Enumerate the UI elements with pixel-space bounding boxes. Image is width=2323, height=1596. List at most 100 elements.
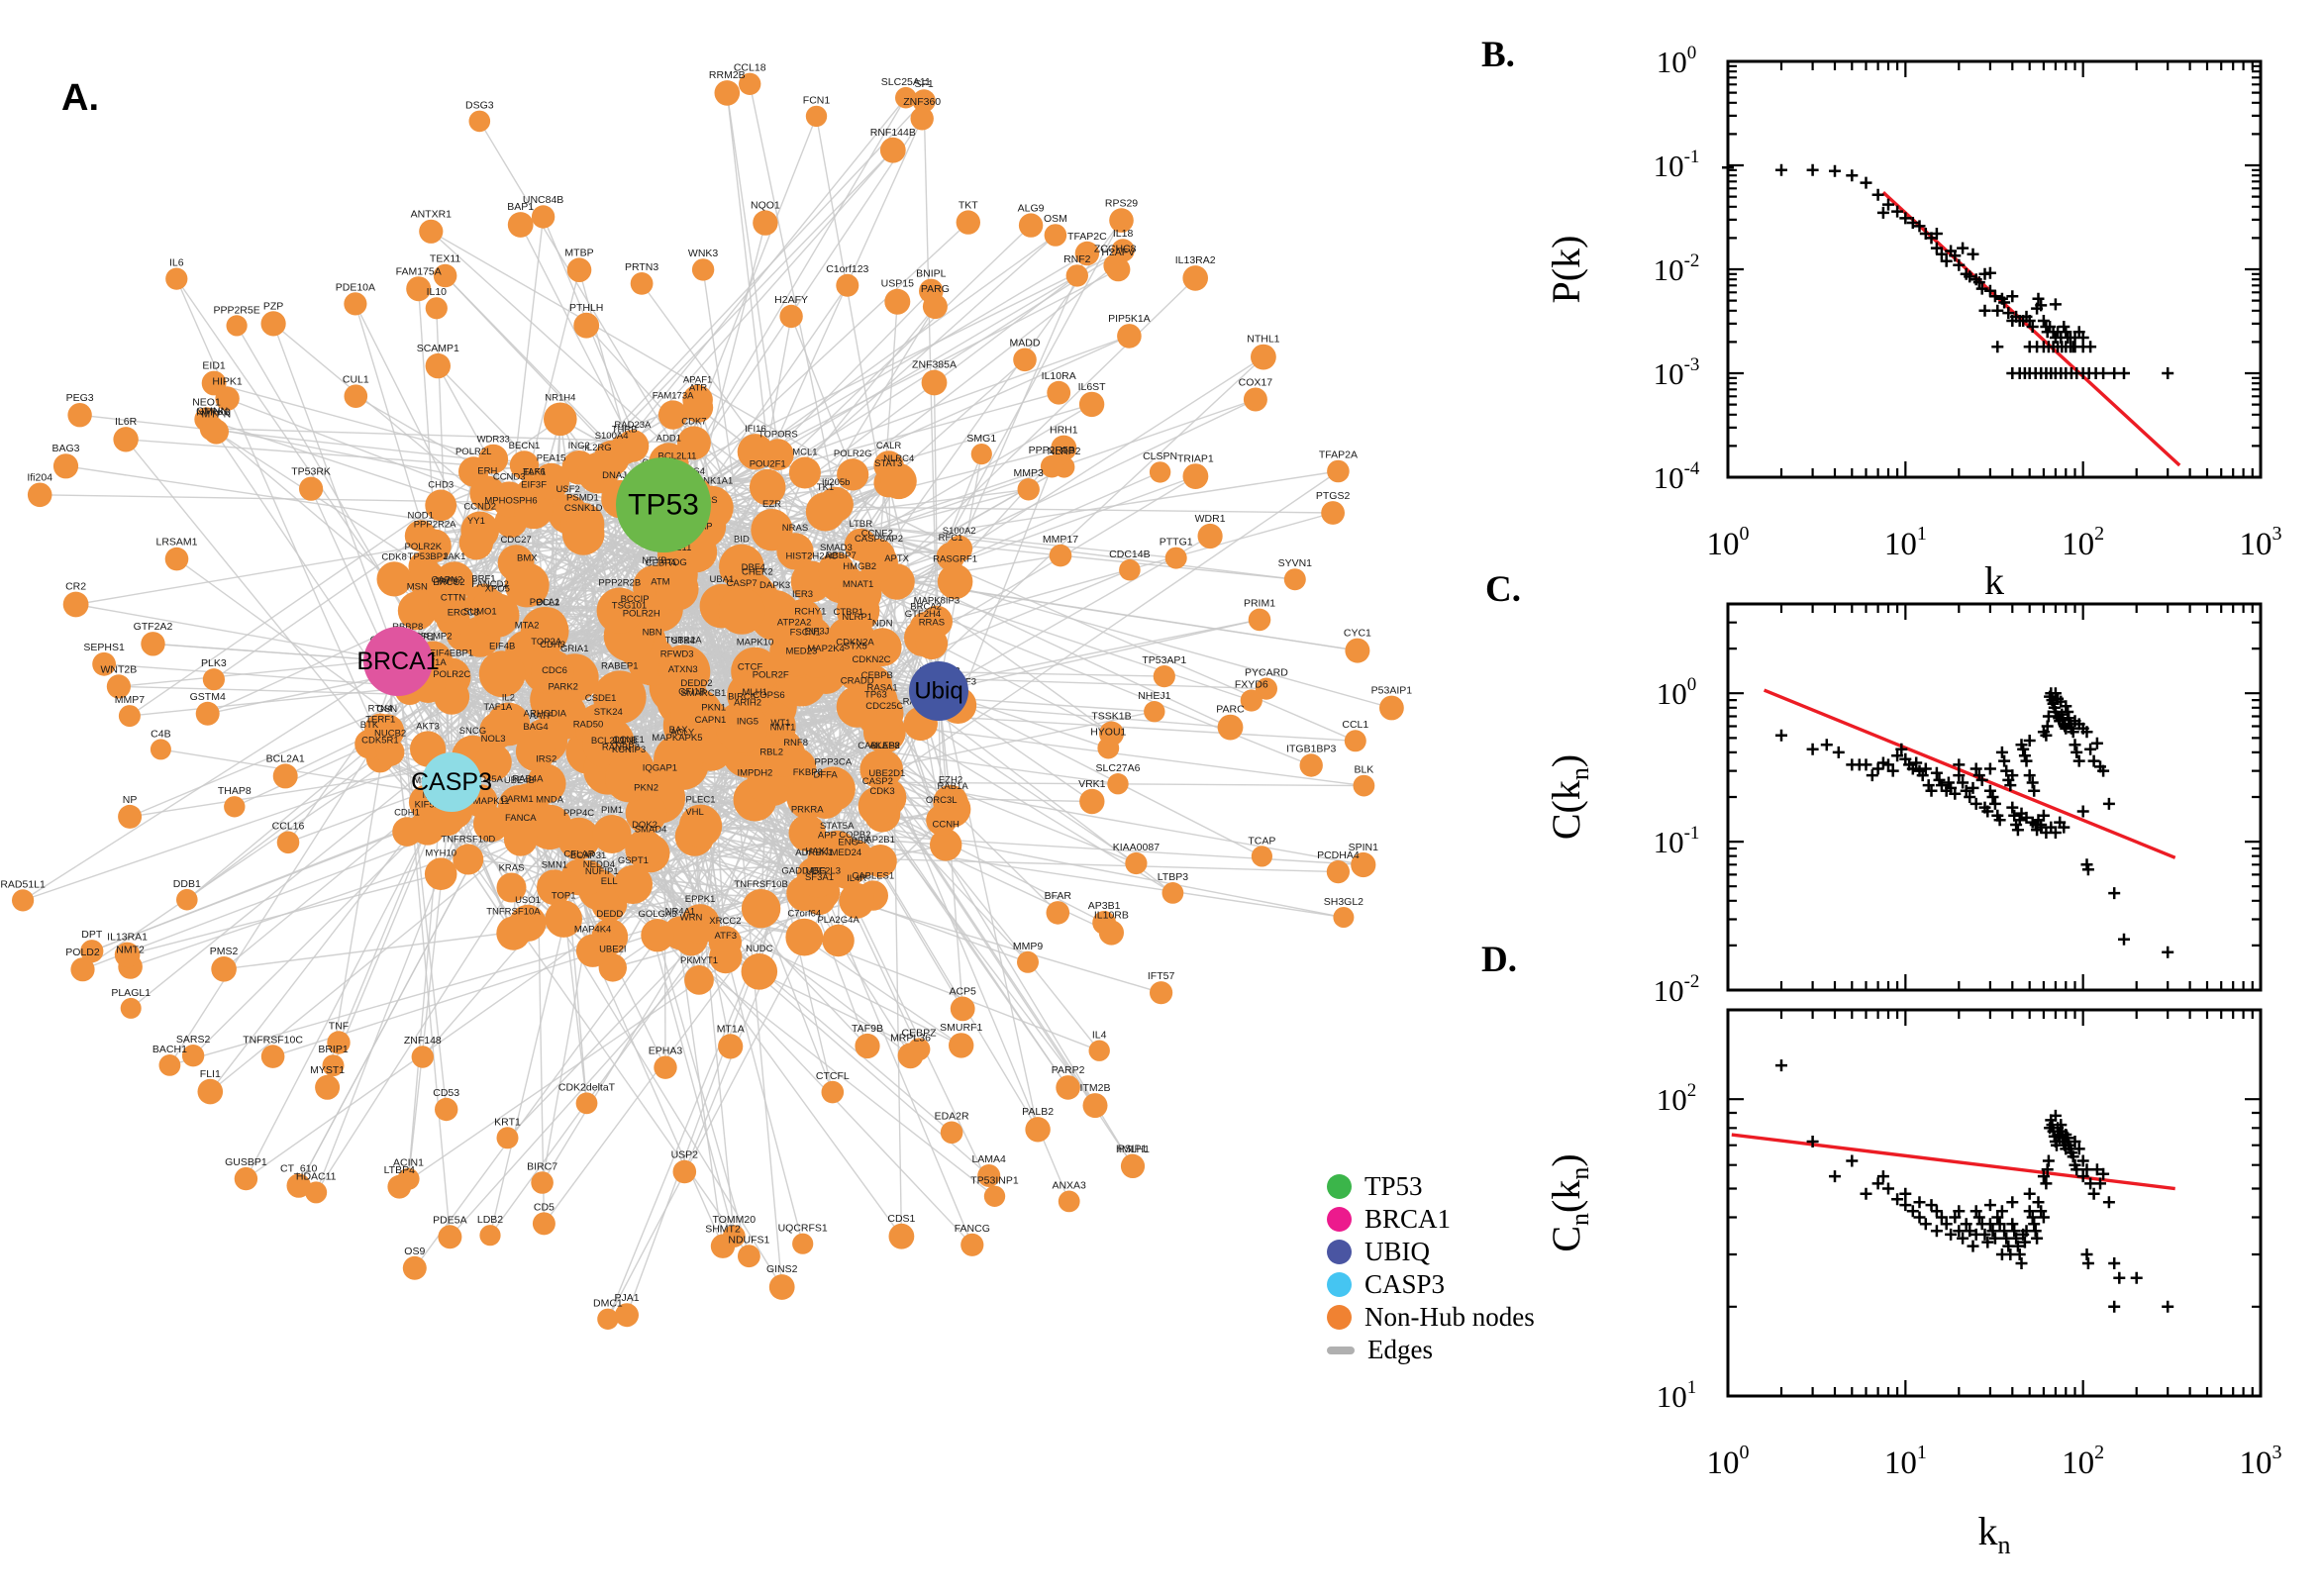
network-node-label: TP63 [864,689,887,700]
network-node [1153,665,1175,688]
network-node-label: PLAGL1 [111,987,151,999]
network-node-label: MYST1 [310,1064,345,1076]
network-node-label: LDB2 [477,1214,503,1226]
network-node-label: TAF9B [852,1023,883,1035]
network-node [718,587,765,635]
network-node-label: RAD51L1 [0,878,46,890]
network-node-label: DEDD2 [680,678,712,689]
network-node-label: PIP5K1A [1108,313,1151,325]
network-node-label: NOD1 [407,510,433,521]
network-node-label: PKN2 [634,782,658,793]
network-node-label: ACP5 [949,986,976,998]
network-node [486,702,531,747]
network-node-label: MSN [407,581,428,592]
network-node [1217,714,1244,741]
network-node-label: GOLGA3 [638,909,676,920]
network-node [657,646,709,696]
network-node [930,829,962,861]
network-node-label: TP53AP1 [1142,654,1186,666]
network-node-label: LAMA4 [971,1153,1006,1165]
network-node-label: CUL1 [343,373,369,385]
network-node-label: SARS2 [176,1034,211,1046]
legend-item-ubiq: UBIQ [1327,1236,1535,1268]
network-node-label: CFLAR [563,849,594,860]
network-node-label: POLR2G [834,449,872,459]
network-node-label: RAB4A [512,773,544,784]
network-node [475,593,520,638]
network-node-label: IL6 [169,257,184,269]
network-node-label: CABLES2 [858,741,900,751]
network-node [376,561,412,597]
network-node-label: XPO5 [485,583,510,594]
network-node-label: ZNF148 [404,1035,442,1047]
legend-item-label: CASP3 [1364,1269,1446,1299]
network-node-label: PYCARD [1245,667,1288,679]
network-edge [938,690,1262,857]
network-node-label: SLC25A11 [881,76,931,88]
network-node-label: BECN1 [509,441,541,451]
network-node-label: STX5 [844,641,867,651]
network-node [1046,901,1070,925]
hub-node-ubiq [909,661,968,721]
network-node [1040,454,1063,478]
network-node-label: USP2 [671,1149,699,1161]
network-node [880,462,917,500]
network-node-label: UBE2L3 [806,866,841,877]
network-node-label: TERF1 [365,715,395,726]
network-node [118,705,141,728]
node-swatch-icon [1327,1240,1352,1264]
x-tick-label: 102 [2062,1442,2104,1481]
network-node [1058,1190,1080,1213]
network-edge [816,512,1334,658]
network-node [1149,461,1171,483]
network-node-label: NR1H4 [545,393,575,404]
network-node [181,1045,205,1067]
network-node-label: HIPK1 [212,375,243,387]
network-node [625,829,664,869]
network-node-label: FCN1 [803,95,831,107]
network-edge [118,618,803,688]
network-node-label: ACIN1 [393,1157,424,1169]
network-node-label: CLSPN [1143,450,1177,462]
network-node-label: CHD3 [428,480,454,491]
network-node-label: RRM2B [709,69,746,81]
network-node-label: JAK1 [444,551,466,562]
network-edge [874,356,1264,719]
network-node [425,489,457,522]
network-node-label: MLH1 [743,687,767,698]
network-node [844,528,877,561]
legend-item-label: BRCA1 [1364,1204,1452,1234]
network-node-label: ING5 [737,716,758,727]
network-node-label: GUSBP1 [225,1156,267,1168]
network-node [684,965,714,995]
network-node-label: CSNK1A1 [690,476,733,487]
network-node [286,1173,311,1198]
network-node [759,732,806,777]
network-node [921,369,948,396]
network-node [605,754,653,803]
network-node [936,542,965,571]
network-node-label: PMS2 [210,946,239,957]
network-node [503,822,538,856]
network-node-label: USO1 [515,895,541,906]
network-edge [759,908,834,1093]
network-node-label: CT_610 [280,1162,318,1174]
network-node-label: CYC1 [1344,628,1371,640]
network-node-label: EFEMP2 [414,632,452,643]
network-node-label: AKAP8 [869,741,900,751]
network-node-label: SMN1 [542,859,567,870]
network-node-label: NP [123,794,138,806]
node-swatch-icon [1327,1207,1352,1232]
network-node [577,452,619,494]
network-node-label: APTX [884,553,909,564]
x-tick-label: 101 [1884,523,1927,562]
network-node [1162,882,1184,904]
network-node-label: WNK3 [688,248,718,259]
network-node-label: RBL2 [759,748,783,758]
network-node-label: IER3 [792,589,813,600]
network-node-label: PZP [263,300,283,312]
network-node-label: UBE2D1 [868,768,905,779]
network-node-label: DPT [81,929,103,941]
network-node-label: POU2F1 [750,459,786,470]
